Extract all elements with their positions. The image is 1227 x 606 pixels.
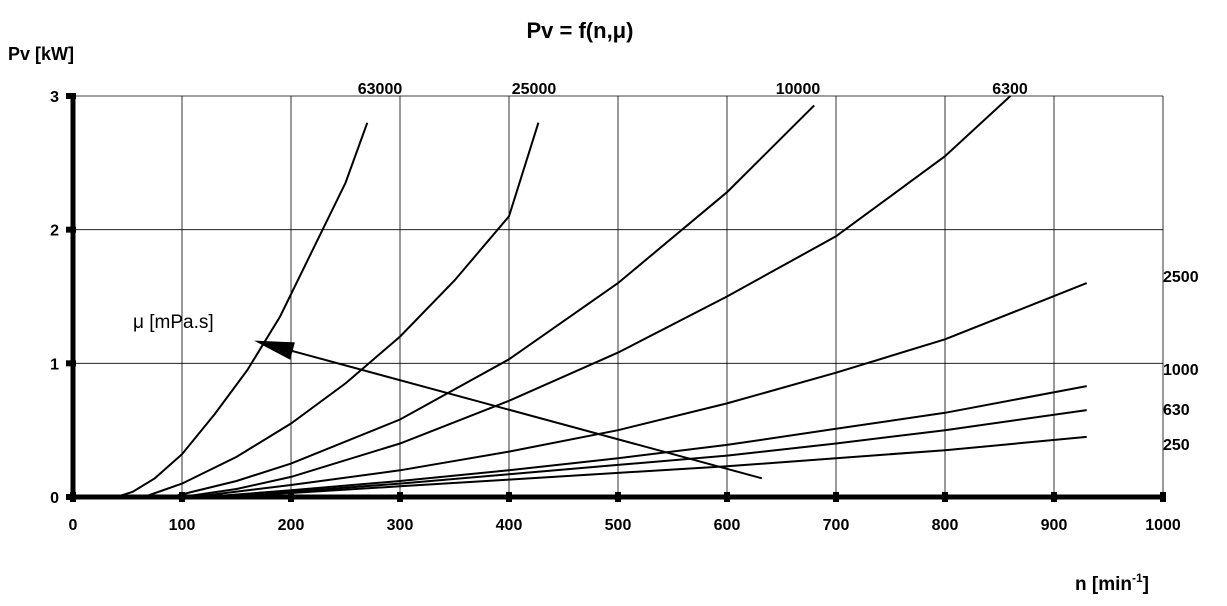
x-axis-label: n [min-1] <box>1075 571 1149 595</box>
series-label-250: 250 <box>1163 437 1190 454</box>
y-tick-label: 1 <box>50 356 59 373</box>
x-axis-label-base: n [min <box>1075 574 1132 595</box>
x-tick-label: 400 <box>496 517 523 534</box>
y-tick-mark <box>66 226 76 233</box>
annotation: μ [mPa.s] <box>133 312 763 480</box>
series-label-10000: 10000 <box>776 81 821 98</box>
series-label-630: 630 <box>1163 402 1190 419</box>
annotation-label: μ [mPa.s] <box>133 312 214 333</box>
series-label-25000: 25000 <box>512 81 557 98</box>
x-tick-label: 0 <box>69 517 78 534</box>
x-tick-mark <box>833 492 839 502</box>
x-tick-label: 800 <box>932 517 959 534</box>
x-tick-label: 600 <box>714 517 741 534</box>
x-tick-label: 900 <box>1041 517 1068 534</box>
y-axis-label: Pv [kW] <box>8 44 74 64</box>
x-tick-mark <box>288 492 294 502</box>
series-line-630 <box>203 409 1087 498</box>
x-tick-mark <box>724 492 730 502</box>
series-line-1000 <box>203 385 1087 498</box>
y-tick-label: 2 <box>50 223 59 240</box>
x-tick-mark <box>397 492 403 502</box>
series-label-1000: 1000 <box>1163 362 1199 379</box>
series-label-6300: 6300 <box>992 81 1028 98</box>
x-tick-label: 300 <box>387 517 414 534</box>
y-tick-mark <box>66 360 76 367</box>
annotation-arrow-head <box>253 340 295 360</box>
x-tick-mark <box>179 492 185 502</box>
x-axis-label-sup: -1 <box>1132 571 1143 585</box>
y-tick-mark <box>66 93 76 99</box>
x-tick-mark <box>1051 492 1057 502</box>
annotation-arrow-shaft <box>292 350 763 480</box>
series-line-2500 <box>192 282 1088 498</box>
x-tick-label: 200 <box>278 517 305 534</box>
y-tick-mark <box>66 494 76 500</box>
x-tick-mark <box>506 492 512 502</box>
y-tick-label: 0 <box>50 490 59 507</box>
x-tick-label: 100 <box>169 517 196 534</box>
x-tick-label: 700 <box>823 517 850 534</box>
series-label-2500: 2500 <box>1163 269 1199 286</box>
chart-title: Pv = f(n,μ) <box>527 18 634 43</box>
x-tick-mark <box>615 492 621 502</box>
y-tick-label: 3 <box>50 89 59 106</box>
series-line-63000 <box>116 122 369 498</box>
series-line-10000 <box>170 104 815 498</box>
series-line-250 <box>203 435 1087 498</box>
series-line-25000 <box>143 122 540 498</box>
x-tick-label: 500 <box>605 517 632 534</box>
series-line-6300 <box>181 95 1012 498</box>
x-tick-label: 1000 <box>1145 517 1181 534</box>
x-tick-mark <box>942 492 948 502</box>
x-tick-mark <box>1160 492 1166 502</box>
x-axis-label-tail: ] <box>1143 574 1149 595</box>
series-label-63000: 63000 <box>358 81 403 98</box>
